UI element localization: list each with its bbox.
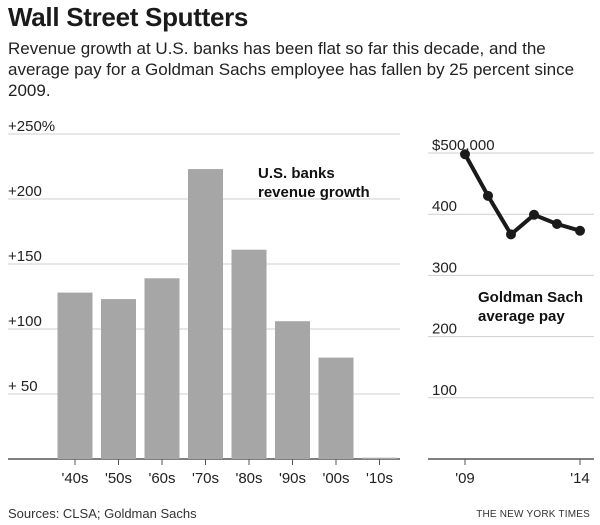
bar-xtick-label-4: '80s [235, 470, 262, 487]
bar-2 [144, 278, 180, 459]
pay-point-4 [552, 218, 562, 229]
bar-xtick-label-3: '70s [192, 470, 219, 487]
line-series-label-1: average pay [478, 308, 565, 325]
line-xtick-label-1: '14 [570, 470, 590, 487]
chart-subtitle: Revenue growth at U.S. banks has been fl… [8, 39, 575, 100]
line-xtick-label-0: '09 [455, 470, 475, 487]
bar-xtick-label-1: '50s [105, 470, 132, 487]
bar-6 [318, 357, 354, 459]
bar-4 [231, 249, 267, 459]
pay-point-1 [483, 190, 493, 201]
bar-xtick-label-2: '60s [148, 470, 175, 487]
bar-1 [101, 299, 136, 459]
bar-ytick-label-2: +150 [8, 248, 42, 265]
line-series-label-0: Goldman Sach [478, 289, 583, 306]
bar-series-label-0: U.S. banks [258, 165, 335, 182]
bar-7 [362, 457, 397, 459]
bar-5 [275, 321, 310, 459]
line-ytick-label-1: 400 [432, 198, 457, 215]
bar-xtick-label-6: '00s [322, 470, 349, 487]
pay-point-2 [506, 229, 516, 240]
credit-line: THE NEW YORK TIMES [476, 509, 590, 520]
bar-ytick-label-0: +250% [8, 118, 55, 135]
bar-0 [57, 292, 93, 459]
bar-xtick-label-7: '10s [366, 470, 393, 487]
pay-line [463, 153, 581, 237]
bar-ytick-label-3: +100 [8, 313, 42, 330]
pay-point-0 [460, 149, 470, 160]
source-note: Sources: CLSA; Goldman Sachs [8, 506, 197, 521]
bar-xtick-label-0: '40s [61, 470, 88, 487]
line-ytick-label-0: $500,000 [432, 137, 495, 154]
line-ytick-label-3: 200 [432, 321, 457, 338]
bar-ytick-label-1: +200 [8, 183, 42, 200]
bar-ytick-label-4: + 50 [8, 378, 38, 395]
chart-title: Wall Street Sputters [8, 2, 249, 32]
bar-3 [188, 169, 223, 459]
pay-point-3 [529, 209, 539, 220]
bar-series-label-1: revenue growth [258, 184, 370, 201]
line-ytick-label-4: 100 [432, 382, 457, 399]
pay-point-5 [575, 225, 585, 236]
bar-xtick-label-5: '90s [279, 470, 306, 487]
line-ytick-label-2: 300 [432, 259, 457, 276]
